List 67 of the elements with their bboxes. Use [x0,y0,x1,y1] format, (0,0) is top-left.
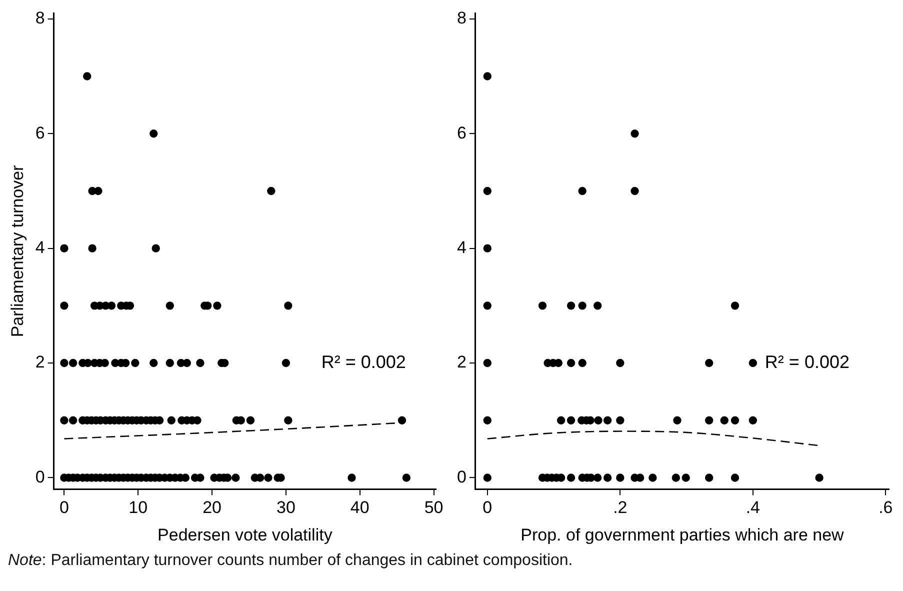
point [483,358,492,368]
point [673,416,682,424]
y-tick-label: 6 [35,123,45,142]
point [705,474,714,482]
point [593,302,602,310]
y-tick-label: 0 [35,467,45,486]
point [556,416,566,424]
point [483,244,492,252]
x-tick-label: 30 [276,498,296,518]
point [578,186,586,196]
x-tick-label: 10 [128,498,148,518]
point [616,358,624,368]
point [630,130,639,138]
point [705,416,714,424]
point [566,416,576,424]
x-tick-label: .2 [613,498,628,518]
point [483,302,492,310]
point [566,302,576,310]
annotation: R² = 0.002 [764,352,850,372]
point [748,416,758,424]
x-tick-label: 0 [482,498,492,518]
point [578,358,586,368]
x-tick-label: 40 [350,498,370,518]
point [672,474,680,482]
y-tick-label: 4 [35,238,45,258]
point [566,474,576,482]
point [483,416,492,424]
y-tick-label: 2 [456,352,466,372]
y-tick-label: 8 [35,8,45,28]
y-tick-label: 4 [456,238,466,258]
point [648,474,657,482]
x-axis-title: Pedersen vote volatility [158,525,333,544]
point [748,358,758,368]
y-tick-label: 2 [35,352,45,372]
point [730,302,740,310]
y-axis-title: Parliamentary turnover [8,164,27,338]
x-tick-label: .6 [878,498,893,518]
point [483,186,492,196]
point [578,302,586,310]
point [720,416,728,424]
x-tick-label: 20 [202,498,222,518]
y-tick-label: 8 [456,8,466,28]
x-tick-label: 50 [424,498,444,518]
x-axis-title: Prop. of government parties which are new [520,525,845,544]
point [730,416,740,424]
point [682,474,690,482]
point [483,72,492,80]
x-tick-label: .4 [746,498,760,518]
point [594,416,602,424]
point [603,416,612,424]
point [593,474,602,482]
text: Note: Parliamentary turnover counts number of changes in cabinet composition. [8,552,574,570]
annotation: R² = 0.002 [321,352,406,372]
point [566,358,576,368]
point [730,474,740,482]
y-tick-label: 0 [456,467,466,486]
point [483,474,492,482]
point [705,358,714,368]
y-tick-label: 6 [456,123,466,142]
point [815,474,824,482]
line-series [486,430,820,446]
point [538,302,547,310]
point [616,474,624,482]
x-tick-label: 0 [59,498,69,518]
point [616,416,624,424]
point [630,186,639,196]
point [603,474,612,482]
